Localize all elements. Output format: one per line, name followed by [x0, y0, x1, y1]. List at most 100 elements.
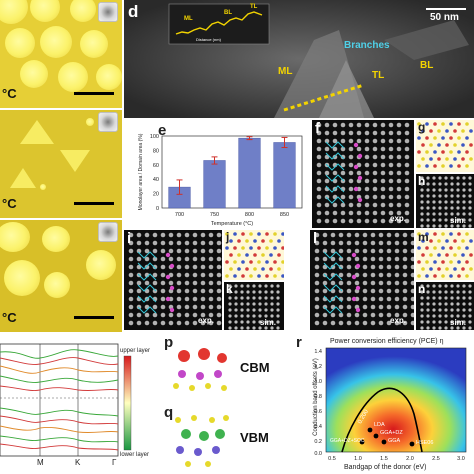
- bar-750: [203, 160, 226, 209]
- panel-letter-k: k: [226, 282, 233, 296]
- pce-ylabel: Conduction band offsets (eV): [313, 358, 319, 436]
- bl-label: BL: [420, 60, 434, 71]
- simulated-image: [420, 284, 472, 330]
- stem-image-f: f exp.: [312, 120, 414, 228]
- y-tick-label: 60: [153, 163, 159, 169]
- panel-letter-f: f: [315, 120, 320, 137]
- point-label-lda: LDA: [374, 422, 385, 428]
- x-axis-label: Temperature (°C): [211, 221, 253, 227]
- exp-label: exp.: [390, 214, 407, 223]
- scale-bar: [74, 92, 114, 95]
- x-tick-label: 700: [175, 212, 184, 218]
- kpoint-k-label: K: [75, 458, 81, 467]
- vbm-label: VBM: [240, 430, 269, 445]
- inset-bl-label: BL: [224, 10, 232, 16]
- panel-letter-n: n: [418, 282, 426, 296]
- y-tick-label: 0: [156, 206, 159, 212]
- pce-contour-plot: 1.4 1.2 1.0 0.8 0.6 0.4 0.2 0.0 0.5 1.0 1…: [314, 347, 467, 462]
- pce-xlabel: Bandgap of the donor (eV): [344, 464, 427, 471]
- x-tick-label: 800: [245, 212, 254, 218]
- inset-ml-label: ML: [184, 16, 193, 22]
- bar-850: [273, 142, 296, 209]
- simulated-image: [420, 176, 472, 228]
- optical-micrograph-c: °C: [0, 220, 122, 332]
- vbm-structure: [175, 415, 229, 467]
- bar-chart-svg: 0 20 40 60 80 100 700 750 800 850 Temperature (°C)…: [138, 133, 303, 227]
- atomic-lattice-image: [316, 122, 410, 224]
- x-tick-label: 850: [280, 212, 289, 218]
- panel-letter-r: r: [296, 334, 302, 351]
- plot-frame: [161, 135, 303, 209]
- model-g: g: [416, 120, 474, 172]
- y-axis-label: Monolayer area / Domain area (%): [138, 133, 144, 210]
- bar-800: [238, 137, 261, 209]
- exp-label: exp.: [390, 316, 407, 325]
- exp-label: exp.: [198, 316, 215, 325]
- panel-letter-p: p: [164, 334, 174, 351]
- stem-image-l: l exp.: [310, 230, 414, 330]
- svg-text:1.0: 1.0: [314, 379, 322, 385]
- branches-label: Branches: [344, 40, 390, 51]
- pce-contour-r: 1.4 1.2 1.0 0.8 0.6 0.4 0.2 0.0 0.5 1.0 1…: [296, 334, 474, 474]
- panel-letter-l: l: [313, 230, 318, 247]
- svg-text:0.5: 0.5: [328, 456, 336, 462]
- charge-density-image: [173, 348, 229, 467]
- point-label-ggadz: GGA+DZ: [380, 430, 403, 436]
- svg-text:0.6: 0.6: [314, 409, 322, 415]
- svg-text:0.8: 0.8: [314, 394, 322, 400]
- model-j: j: [224, 230, 284, 280]
- panel-letter-m: m: [418, 230, 429, 244]
- svg-text:2.5: 2.5: [432, 456, 440, 462]
- svg-text:3.0: 3.0: [457, 456, 465, 462]
- sim-label: sim.: [450, 318, 467, 327]
- point-label-hse06: HSE06: [416, 440, 434, 446]
- colorbar-upper-label: upper layer: [120, 348, 151, 354]
- atomic-model-image: [417, 232, 473, 278]
- y-tick-label: 40: [153, 177, 159, 183]
- panel-letter-q: q: [164, 404, 174, 421]
- svg-text:0.4: 0.4: [314, 424, 322, 430]
- panel-letter-g: g: [418, 120, 426, 134]
- pce-title: Power conversion efficiency (PCE) η: [330, 338, 444, 345]
- atomic-model-image: [225, 232, 284, 278]
- panel-letter-h: h: [418, 174, 426, 188]
- sim-label: sim.: [260, 318, 277, 327]
- inset-tl-label: TL: [250, 4, 258, 10]
- band-structure-plot: [0, 343, 132, 457]
- charge-density-pq: p CBM q VBM: [164, 334, 294, 474]
- point-label-gga: GGA: [388, 438, 401, 444]
- svg-text:1.5: 1.5: [380, 456, 388, 462]
- temperature-label: °C: [2, 310, 17, 325]
- temperature-label: °C: [2, 196, 17, 211]
- kpoint-gamma-label: Γ: [112, 458, 117, 467]
- stem-overview-image: [124, 0, 474, 118]
- optical-micrograph-b: °C: [0, 110, 122, 218]
- tl-label: TL: [372, 70, 385, 81]
- scale-label: 50 nm: [430, 12, 459, 23]
- inset-tem-icon: [98, 222, 118, 242]
- simulated-image: [228, 284, 280, 330]
- inset-tem-icon: [98, 112, 118, 132]
- svg-text:1.2: 1.2: [314, 364, 322, 370]
- panel-letter-i: i: [127, 230, 132, 247]
- inset-xlabel: Distance (nm): [196, 37, 221, 42]
- y-tick-label: 20: [153, 192, 159, 198]
- sim-k: k sim.: [224, 282, 284, 330]
- panel-letter-e: e: [158, 122, 167, 139]
- y-tick-label: 80: [153, 148, 159, 154]
- colorbar-lower-label: lower layer: [120, 452, 150, 458]
- sim-n: n sim.: [416, 282, 474, 330]
- panel-letter-d: d: [128, 2, 139, 21]
- inset-tem-icon: [98, 2, 118, 22]
- panel-letter-j: j: [226, 230, 230, 244]
- kpoint-m-label: M: [37, 458, 44, 467]
- svg-text:1.0: 1.0: [354, 456, 362, 462]
- x-tick-label: 750: [210, 212, 219, 218]
- svg-text:0.0: 0.0: [314, 451, 322, 457]
- svg-text:0.2: 0.2: [314, 439, 322, 445]
- ml-label: ML: [278, 66, 293, 77]
- band-structure-o: upper layer lower layer M K Γ: [0, 336, 160, 474]
- svg-text:1.4: 1.4: [314, 349, 322, 355]
- cbm-label: CBM: [240, 360, 270, 375]
- bar-chart-e: 0 20 40 60 80 100 700 750 800 850 Temperature (°C)…: [124, 120, 310, 228]
